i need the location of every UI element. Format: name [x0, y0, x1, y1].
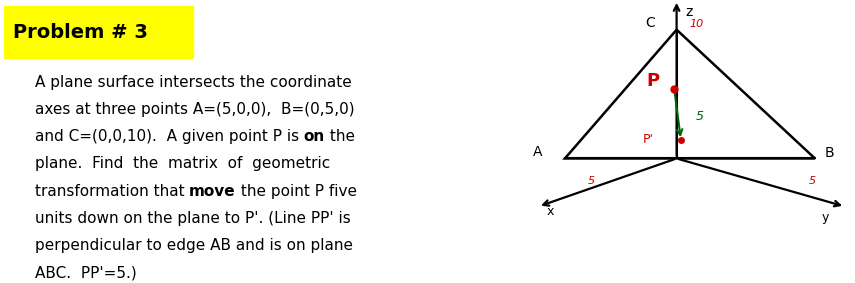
Text: C: C	[645, 16, 655, 30]
Text: 5: 5	[808, 176, 816, 186]
Text: 5: 5	[588, 176, 595, 186]
Text: move: move	[189, 184, 236, 199]
Text: the point P five: the point P five	[236, 184, 357, 199]
Text: transformation that: transformation that	[35, 184, 189, 199]
Text: plane.  Find  the  matrix  of  geometric: plane. Find the matrix of geometric	[35, 156, 330, 171]
Text: the: the	[325, 129, 355, 144]
Text: A plane surface intersects the coordinate: A plane surface intersects the coordinat…	[35, 75, 351, 90]
Text: units down on the plane to P'. (Line PP' is: units down on the plane to P'. (Line PP'…	[35, 211, 351, 226]
FancyBboxPatch shape	[3, 6, 193, 58]
Text: B: B	[825, 146, 834, 160]
Text: A: A	[534, 145, 543, 159]
Text: P': P'	[643, 133, 653, 146]
Text: and C=(0,0,10).  A given point P is: and C=(0,0,10). A given point P is	[35, 129, 304, 144]
Text: ABC.  PP'=5.): ABC. PP'=5.)	[35, 265, 137, 280]
Text: axes at three points A=(5,0,0),  B=(0,5,0): axes at three points A=(5,0,0), B=(0,5,0…	[35, 102, 354, 117]
Text: x: x	[546, 205, 554, 218]
Text: z: z	[685, 5, 693, 19]
Text: 5: 5	[696, 110, 704, 123]
Text: 10: 10	[690, 19, 705, 29]
Text: Problem # 3: Problem # 3	[14, 23, 148, 42]
Text: on: on	[304, 129, 325, 144]
Text: perpendicular to edge AB and is on plane: perpendicular to edge AB and is on plane	[35, 238, 353, 253]
Text: y: y	[822, 211, 829, 224]
Text: P: P	[646, 72, 659, 90]
